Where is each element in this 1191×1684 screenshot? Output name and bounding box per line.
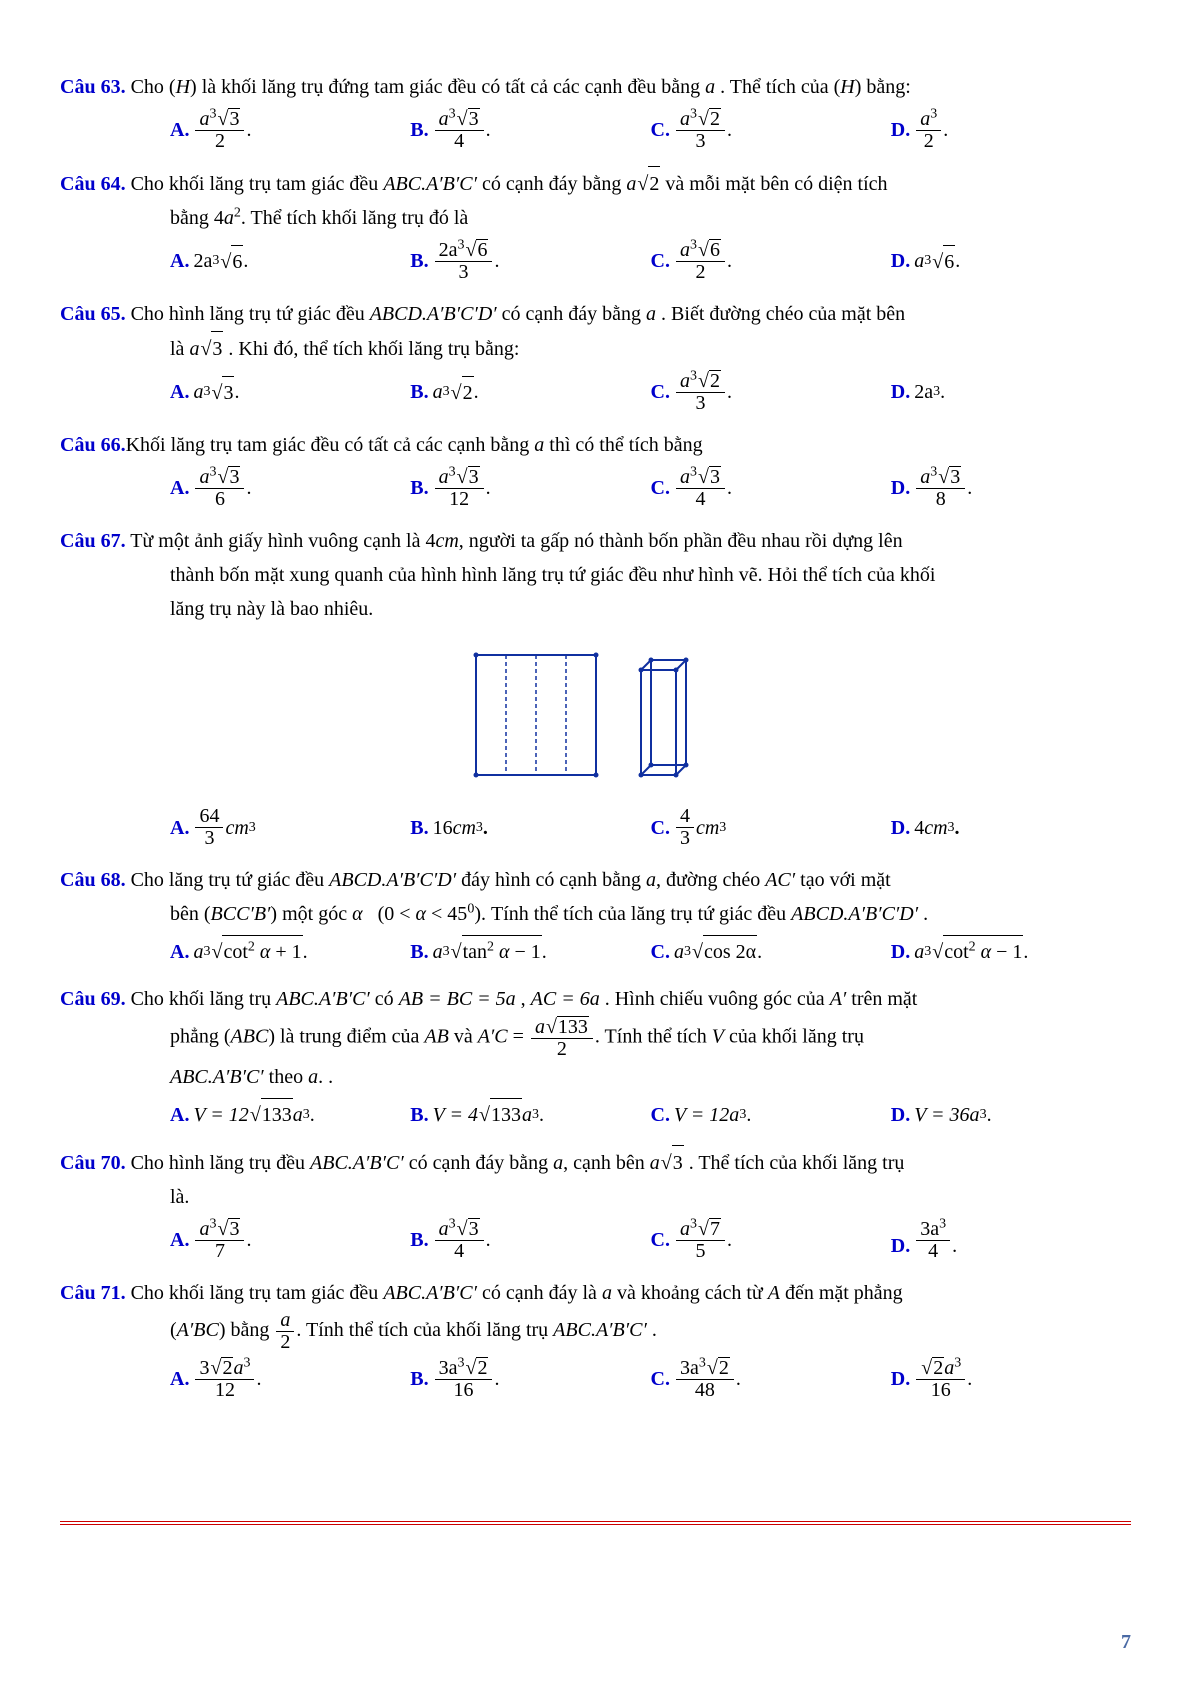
q70-C: C. a375. xyxy=(651,1218,891,1262)
q64-B: B. 2a363. xyxy=(410,239,650,283)
q68-options: A. a3cot2 α + 1 . B. a3tan2 α − 1 . C. a… xyxy=(60,935,1131,968)
question-69: Câu 69. Cho khối lăng trụ ABC.A′B′C′ có … xyxy=(60,982,1131,1131)
q66-A: A. a336. xyxy=(170,466,410,510)
fold-diagram-icon xyxy=(466,640,726,790)
q64-D: D. a36 . xyxy=(891,245,1131,278)
q71-A: A. 32a312. xyxy=(170,1357,410,1401)
q65-D: D. 2a3 . xyxy=(891,376,1131,408)
q65-B: B. a32 . xyxy=(410,376,650,409)
q63-stem: Câu 63. Cho (H) là khối lăng trụ đứng ta… xyxy=(60,70,1131,104)
footer-rule xyxy=(60,1521,1131,1525)
q63-options: A. a332. B. a334. C. a323. D. a32. xyxy=(60,108,1131,152)
q71-D: D. 2a316. xyxy=(891,1357,1131,1401)
q70-options: A. a337. B. a334. C. a375. D. 3a34 . xyxy=(60,1218,1131,1262)
q66-B: B. a3312. xyxy=(410,466,650,510)
q63-label: Câu 63. xyxy=(60,76,126,98)
q67-B: B. 16cm3. xyxy=(410,812,650,844)
question-64: Câu 64. Cho khối lăng trụ tam giác đều A… xyxy=(60,166,1131,283)
q63-C: C. a323. xyxy=(651,108,891,152)
question-67: Câu 67. Từ một ảnh giấy hình vuông cạnh … xyxy=(60,524,1131,849)
q66-D: D. a338. xyxy=(891,466,1131,510)
question-66: Câu 66.Khối lăng trụ tam giác đều có tất… xyxy=(60,428,1131,510)
q69-options: A. V = 12133a3. B. V = 4133a3. C. V = 12… xyxy=(60,1098,1131,1131)
question-65: Câu 65. Cho hình lăng trụ tứ giác đều AB… xyxy=(60,297,1131,414)
q64-stem: Câu 64. Cho khối lăng trụ tam giác đều A… xyxy=(60,166,1131,201)
question-70: Câu 70. Cho hình lăng trụ đều ABC.A′B′C′… xyxy=(60,1145,1131,1262)
q63-A: A. a332. xyxy=(170,108,410,152)
q69-A: A. V = 12133a3. xyxy=(170,1098,410,1131)
q67-C: C. 43cm3 xyxy=(651,806,891,849)
q66-options: A. a336. B. a3312. C. a334. D. a338. xyxy=(60,466,1131,510)
q66-C: C. a334. xyxy=(651,466,891,510)
question-63: Câu 63. Cho (H) là khối lăng trụ đứng ta… xyxy=(60,70,1131,152)
page: Câu 63. Cho (H) là khối lăng trụ đứng ta… xyxy=(0,0,1191,1684)
q71-options: A. 32a312. B. 3a3216. C. 3a3248. D. 2a31… xyxy=(60,1357,1131,1401)
q67-options: A. 643cm3 B. 16cm3. C. 43cm3 D. 4cm3. xyxy=(60,806,1131,849)
q65-options: A. a33 . B. a32 . C. a323. D. 2a3 . xyxy=(60,370,1131,414)
q68-C: C. a3cos 2α . xyxy=(651,935,891,968)
q65-C: C. a323. xyxy=(651,370,891,414)
question-71: Câu 71. Cho khối lăng trụ tam giác đều A… xyxy=(60,1276,1131,1401)
q68-A: A. a3cot2 α + 1 . xyxy=(170,935,410,968)
q71-C: C. 3a3248. xyxy=(651,1357,891,1401)
q70-D: D. 3a34 . xyxy=(891,1219,1131,1262)
q70-B: B. a334. xyxy=(410,1218,650,1262)
q63-B: B. a334. xyxy=(410,108,650,152)
q69-D: D. V = 36a3 . xyxy=(891,1099,1131,1131)
q70-A: A. a337. xyxy=(170,1218,410,1262)
q67-D: D. 4cm3. xyxy=(891,812,1131,844)
q69-B: B. V = 4133a3. xyxy=(410,1098,650,1131)
question-68: Câu 68. Cho lăng trụ tứ giác đều ABCD.A′… xyxy=(60,863,1131,968)
q64-A: A. 2a36 . xyxy=(170,245,410,278)
q64-options: A. 2a36 . B. 2a363. C. a362. D. a36 . xyxy=(60,239,1131,283)
q71-B: B. 3a3216. xyxy=(410,1357,650,1401)
q63-D: D. a32. xyxy=(891,109,1131,152)
q64-C: C. a362. xyxy=(651,239,891,283)
q68-B: B. a3tan2 α − 1 . xyxy=(410,935,650,968)
q68-D: D. a3cot2 α − 1 . xyxy=(891,935,1131,968)
q65-A: A. a33 . xyxy=(170,376,410,409)
q67-figure xyxy=(60,640,1131,796)
q69-C: C. V = 12a3 . xyxy=(651,1099,891,1131)
page-number: 7 xyxy=(1121,1631,1131,1654)
q67-A: A. 643cm3 xyxy=(170,806,410,849)
